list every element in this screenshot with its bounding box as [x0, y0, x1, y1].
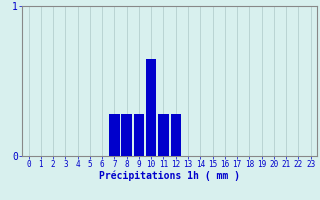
X-axis label: Précipitations 1h ( mm ): Précipitations 1h ( mm ): [99, 171, 240, 181]
Bar: [146, 58, 156, 156]
Bar: [109, 114, 120, 156]
Bar: [122, 114, 132, 156]
Bar: [158, 114, 169, 156]
Bar: [134, 114, 144, 156]
Bar: [171, 114, 181, 156]
